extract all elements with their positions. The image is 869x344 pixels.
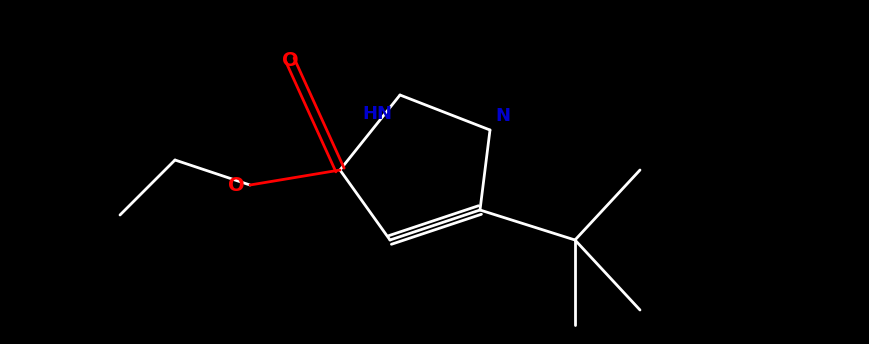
Text: O: O xyxy=(282,51,298,69)
Text: O: O xyxy=(228,175,245,194)
Text: N: N xyxy=(494,107,509,125)
Text: HN: HN xyxy=(362,105,392,123)
